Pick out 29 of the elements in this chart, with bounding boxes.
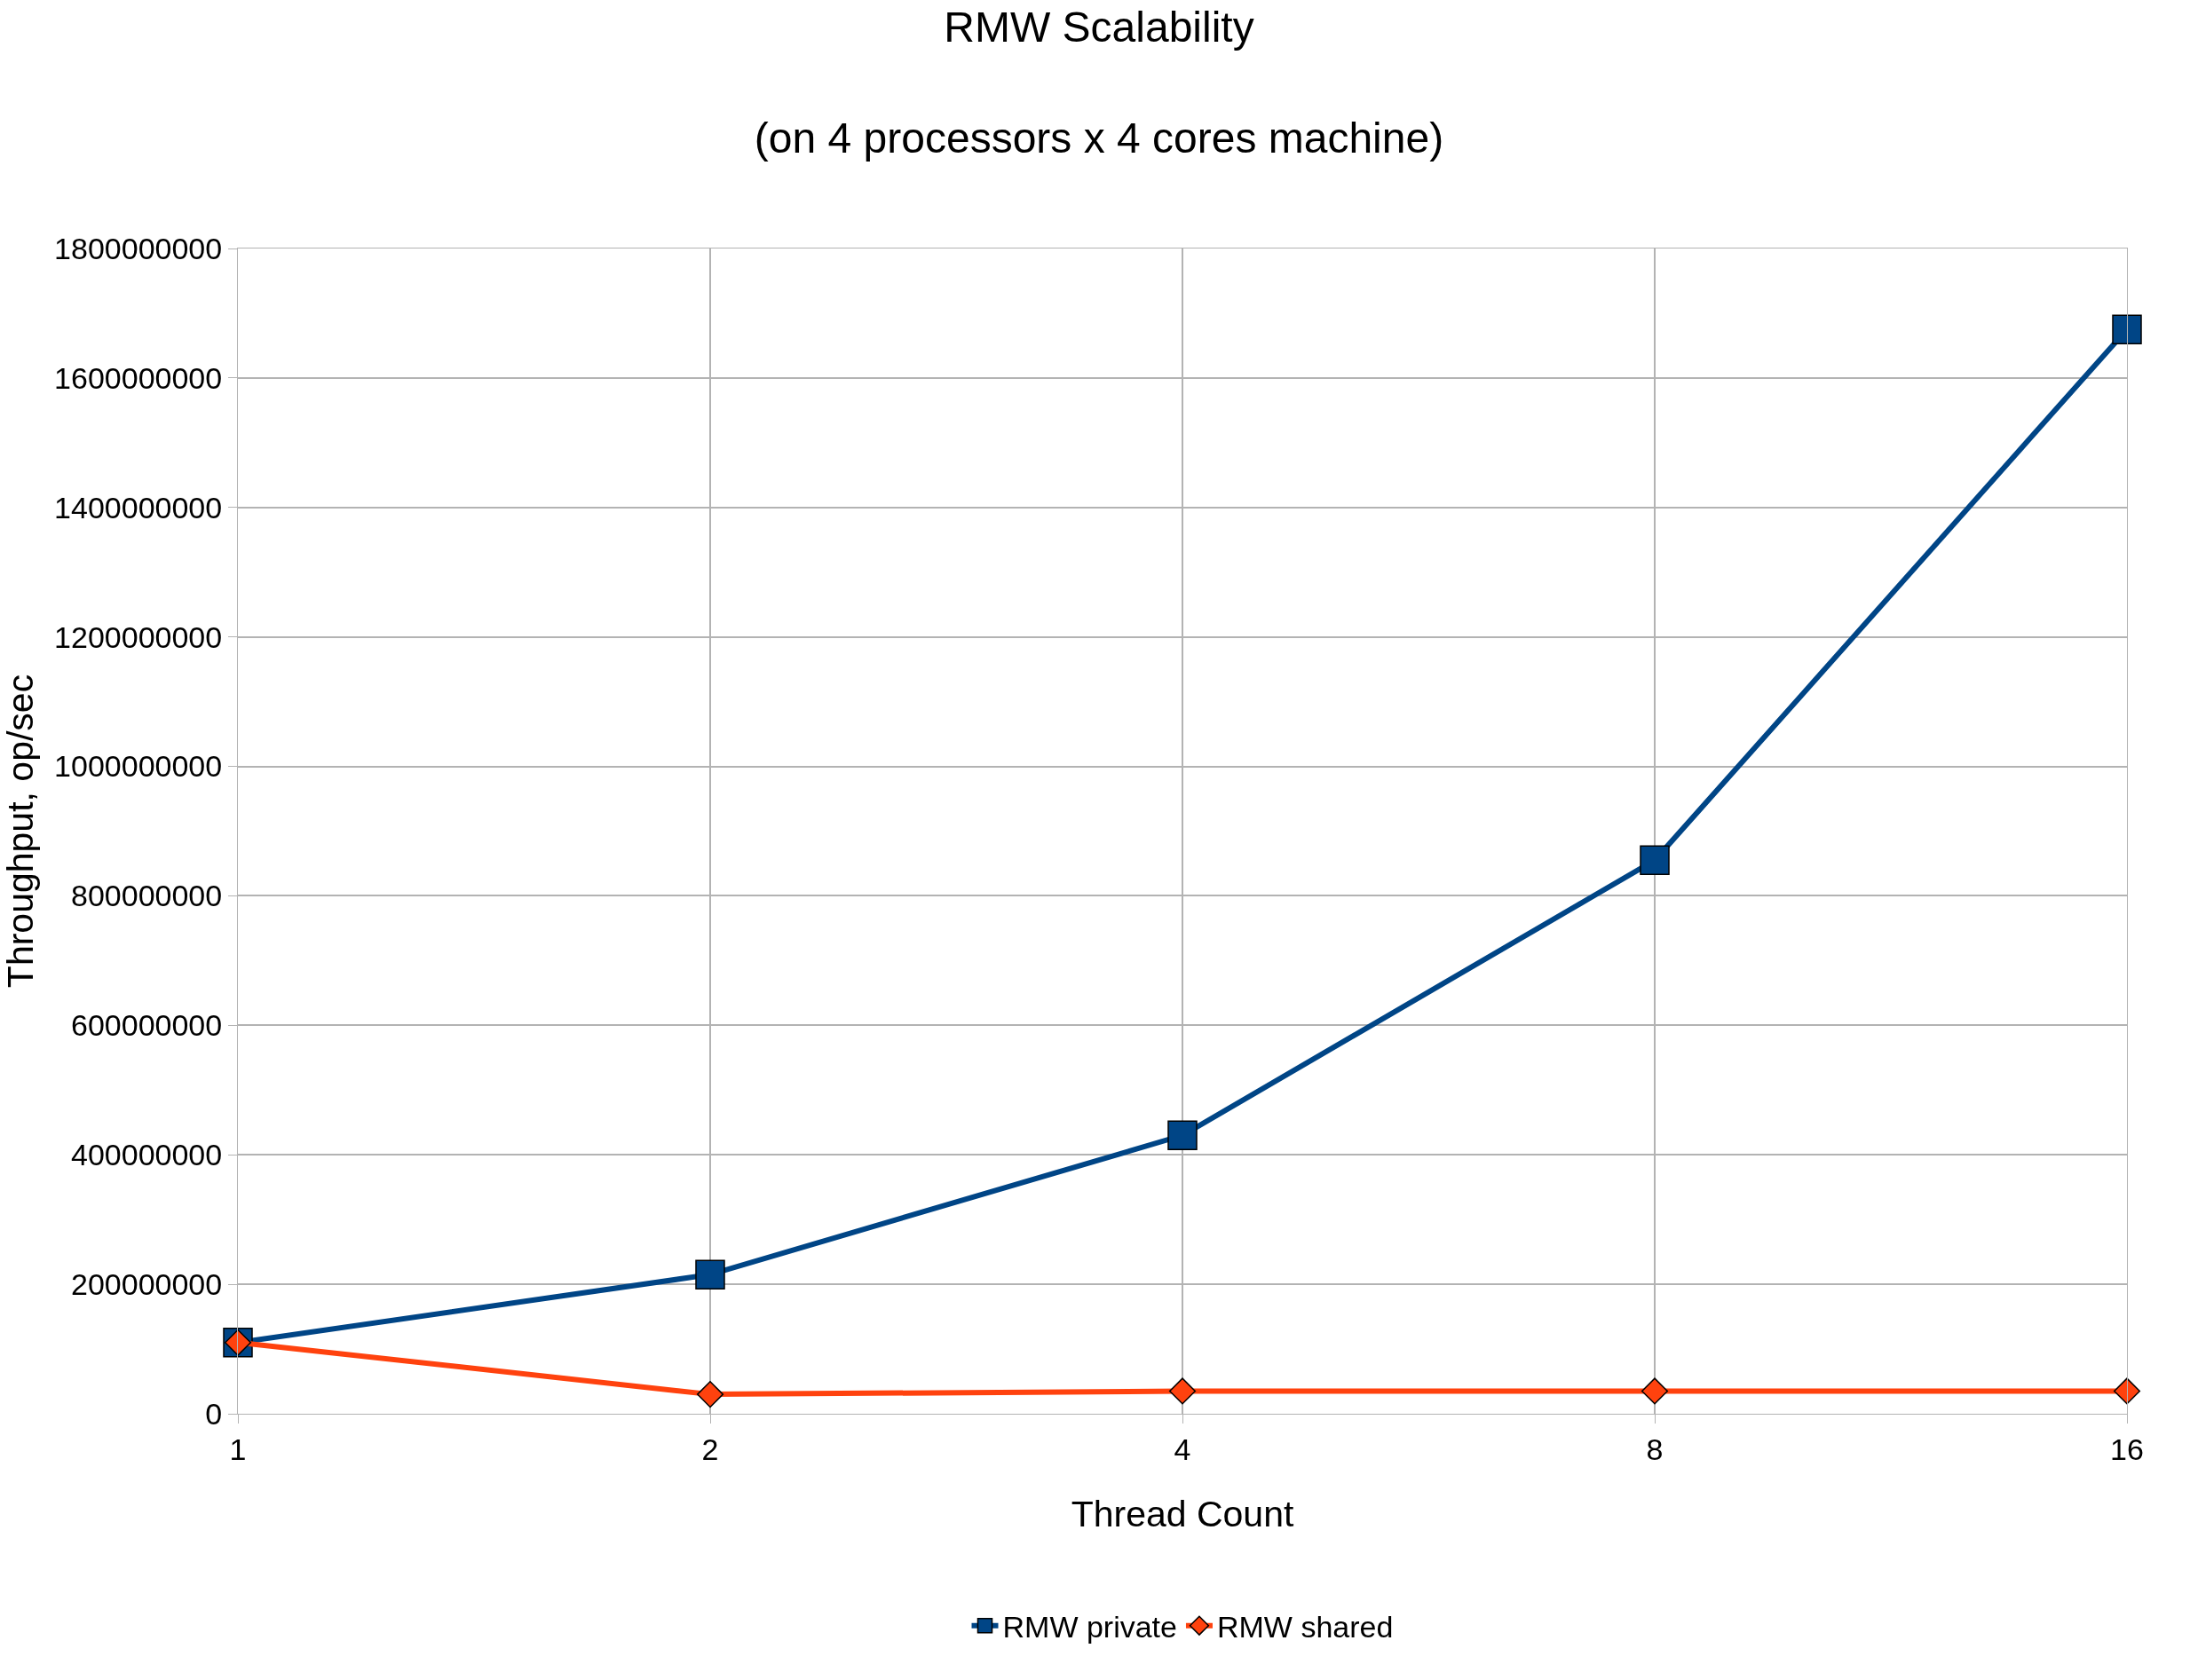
y-tick-label: 1400000000 — [54, 490, 223, 525]
y-tick-label: 800000000 — [71, 879, 223, 913]
legend-label: RMW private — [1002, 1609, 1177, 1644]
point — [2112, 314, 2142, 344]
x-tick-label: 2 — [701, 1432, 719, 1466]
y-tick-label: 600000000 — [71, 1008, 223, 1043]
x-tick-label: 4 — [1174, 1432, 1191, 1466]
chart-title: RMW Scalability — [944, 4, 1254, 51]
y-tick-label: 1600000000 — [54, 360, 223, 395]
x-tick-label: 8 — [1646, 1432, 1664, 1466]
y-tick-label: 0 — [205, 1396, 223, 1431]
x-tick-label: 16 — [2110, 1432, 2144, 1466]
y-tick-label: 400000000 — [71, 1138, 223, 1172]
point — [695, 1259, 725, 1290]
y-tick-label: 200000000 — [71, 1267, 223, 1302]
point — [1641, 1377, 1669, 1405]
y-tick-label: 1000000000 — [54, 749, 223, 784]
y-tick-label: 1200000000 — [54, 619, 223, 654]
point — [1167, 1120, 1198, 1151]
point — [1640, 845, 1670, 876]
x-axis-title: Thread Count — [1071, 1494, 1294, 1534]
y-tick-label: 1800000000 — [54, 231, 223, 265]
chart-subtitle: (on 4 processors x 4 cores machine) — [754, 114, 1444, 162]
point — [2113, 1377, 2141, 1405]
x-tick-label: 1 — [229, 1432, 247, 1466]
point — [1168, 1377, 1197, 1405]
point — [696, 1381, 724, 1408]
y-axis-title: Throughput, op/sec — [0, 674, 41, 989]
legend-label: RMW shared — [1216, 1609, 1394, 1644]
